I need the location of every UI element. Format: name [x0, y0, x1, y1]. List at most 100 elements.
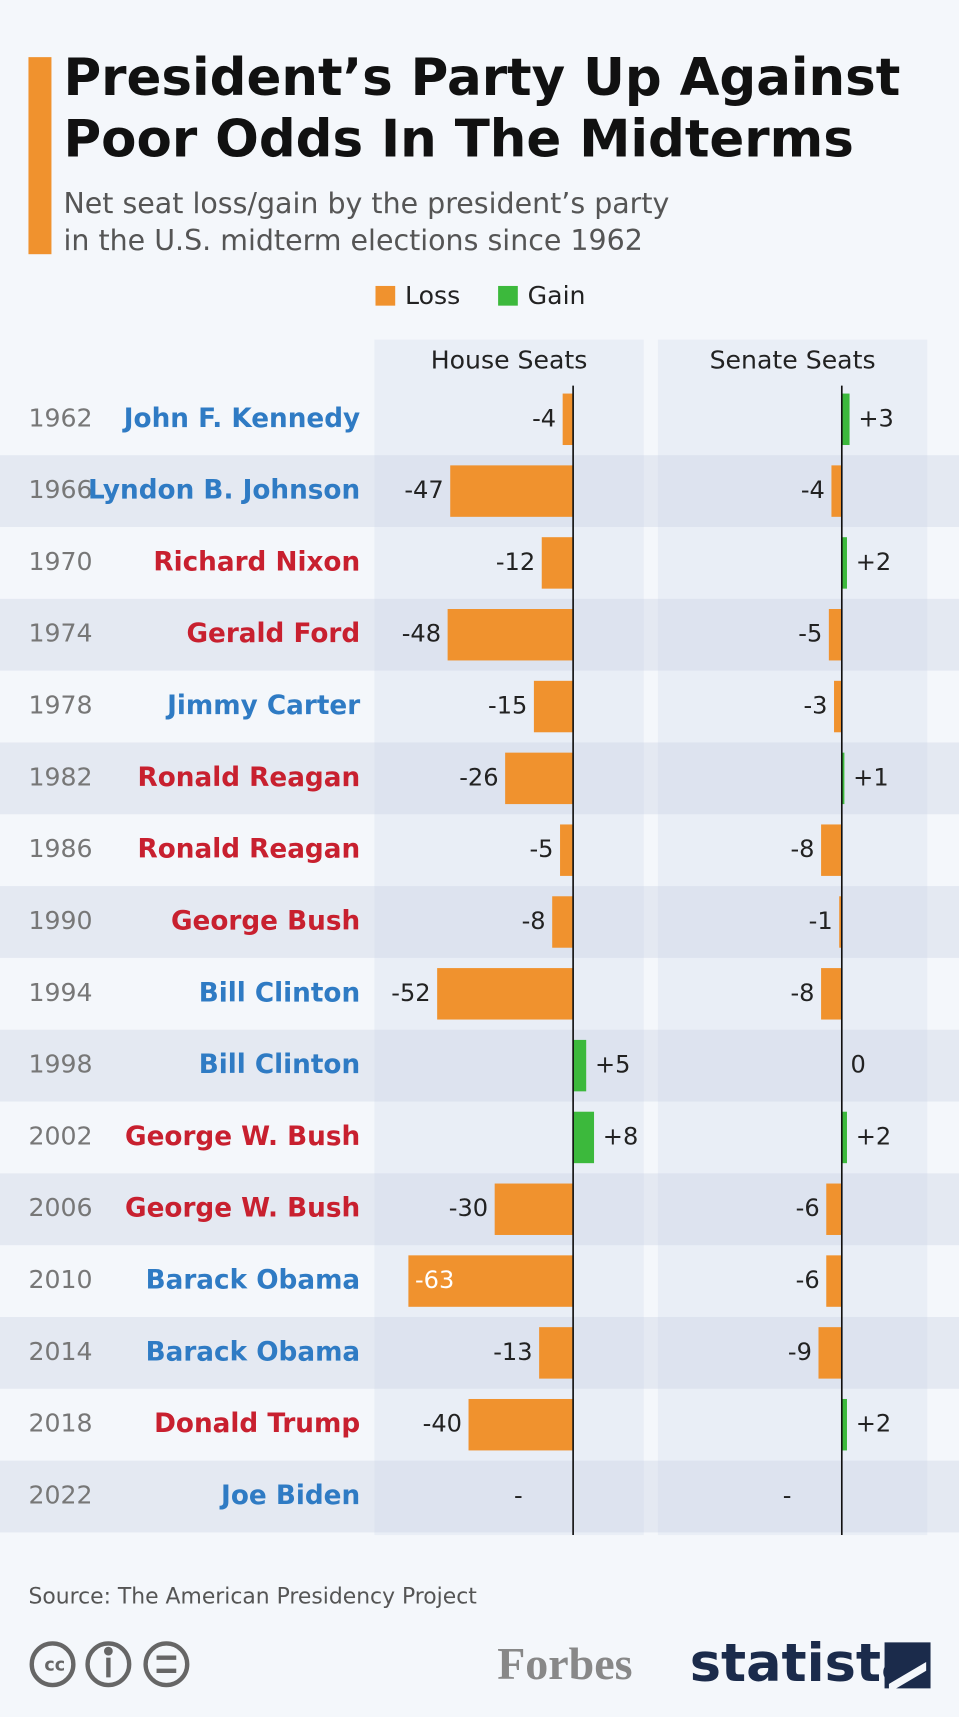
president-label: Ronald Reagan	[138, 835, 361, 865]
bar	[562, 393, 574, 446]
value-label: -1	[809, 907, 833, 935]
cc-mark: cc	[44, 1655, 65, 1675]
bar	[828, 609, 842, 661]
president-label: Joe Biden	[219, 1481, 360, 1511]
panel-background	[374, 339, 644, 1536]
bar	[841, 752, 845, 805]
value-label: -63	[415, 1266, 454, 1294]
bar	[408, 1255, 574, 1307]
year-label: 2014	[28, 1337, 92, 1366]
bar	[818, 1327, 842, 1379]
row-stripe	[0, 1173, 959, 1246]
president-label: Donald Trump	[154, 1409, 360, 1439]
value-label: -30	[449, 1194, 488, 1222]
president-label: George Bush	[171, 906, 360, 936]
value-label: +2	[856, 1122, 892, 1150]
year-label: 1986	[28, 834, 92, 863]
bar	[494, 1183, 574, 1235]
bar	[841, 393, 850, 446]
value-label: -40	[423, 1410, 462, 1438]
bar	[821, 824, 842, 876]
value-label: -52	[391, 979, 430, 1007]
bar	[505, 752, 574, 805]
chart-title: President’s Party Up Against	[63, 48, 900, 108]
source: Source: The American Presidency Project	[28, 1584, 477, 1609]
bar	[447, 609, 574, 661]
value-label: +1	[853, 763, 889, 791]
legend-label: Loss	[405, 281, 460, 310]
president-label: George W. Bush	[125, 1194, 360, 1224]
bar	[831, 465, 842, 517]
value-label: -8	[790, 835, 814, 863]
row-stripe	[0, 1029, 959, 1102]
president-label: Lyndon B. Johnson	[88, 476, 360, 506]
president-label: George W. Bush	[125, 1122, 360, 1152]
bar	[821, 968, 842, 1020]
bar	[552, 896, 574, 948]
president-label: John F. Kennedy	[122, 404, 360, 434]
value-label: -26	[459, 763, 498, 791]
year-label: 2018	[28, 1409, 92, 1438]
value-label: -9	[788, 1338, 812, 1366]
subtitle: in the U.S. midterm elections since 1962	[63, 224, 642, 257]
value-label: +2	[856, 548, 892, 576]
value-label: -48	[402, 620, 441, 648]
bar	[826, 1255, 842, 1307]
year-label: 2010	[28, 1265, 92, 1294]
bar	[841, 1111, 847, 1164]
year-label: 1990	[28, 906, 92, 935]
row-stripe	[0, 1460, 959, 1533]
value-label: +3	[858, 404, 894, 432]
forbes-logo: Forbes	[497, 1638, 632, 1689]
president-label: Jimmy Carter	[165, 691, 360, 721]
value-label: -13	[493, 1338, 532, 1366]
row-stripe	[0, 886, 959, 958]
subtitle: Net seat loss/gain by the president’s pa…	[63, 187, 669, 220]
value-label: -6	[796, 1266, 820, 1294]
year-label: 1974	[28, 619, 92, 648]
president-label: Bill Clinton	[199, 978, 360, 1008]
year-label: 1978	[28, 691, 92, 720]
bar	[573, 1111, 595, 1164]
value-label: -5	[798, 620, 822, 648]
bar	[539, 1327, 574, 1379]
value-label: 0	[851, 1051, 866, 1079]
legend-label: Gain	[528, 281, 586, 310]
bar	[541, 537, 574, 589]
president-label: Bill Clinton	[199, 1050, 360, 1080]
president-label: Gerald Ford	[186, 619, 360, 649]
value-label: -47	[404, 476, 443, 504]
bar	[826, 1183, 842, 1235]
bar	[437, 968, 574, 1020]
year-label: 1982	[28, 762, 92, 791]
panel-background	[657, 339, 928, 1536]
president-label: Barack Obama	[146, 1337, 361, 1367]
chart-title: Poor Odds In The Midterms	[63, 110, 853, 170]
year-label: 2006	[28, 1193, 92, 1222]
legend-swatch	[498, 285, 518, 306]
year-label: 1966	[28, 475, 92, 504]
president-label: Ronald Reagan	[138, 763, 361, 793]
cc-icons	[29, 1641, 190, 1688]
title-accent	[28, 57, 52, 255]
year-label: 1994	[28, 978, 92, 1007]
bar	[450, 465, 574, 517]
bar	[573, 1039, 587, 1092]
bar	[834, 680, 842, 733]
bar	[533, 680, 574, 733]
bar	[560, 824, 574, 876]
value-label: -12	[496, 548, 535, 576]
value-label: -4	[801, 476, 825, 504]
value-label: -8	[522, 907, 546, 935]
value-label: -	[514, 1482, 523, 1510]
year-label: 1962	[28, 403, 92, 432]
value-label: -3	[803, 692, 827, 720]
value-label: -15	[488, 692, 527, 720]
bar	[839, 896, 842, 948]
president-label: Richard Nixon	[153, 547, 360, 577]
year-label: 1970	[28, 547, 92, 576]
value-label: -8	[790, 979, 814, 1007]
row-stripe	[0, 1316, 959, 1389]
value-label: -5	[529, 835, 553, 863]
